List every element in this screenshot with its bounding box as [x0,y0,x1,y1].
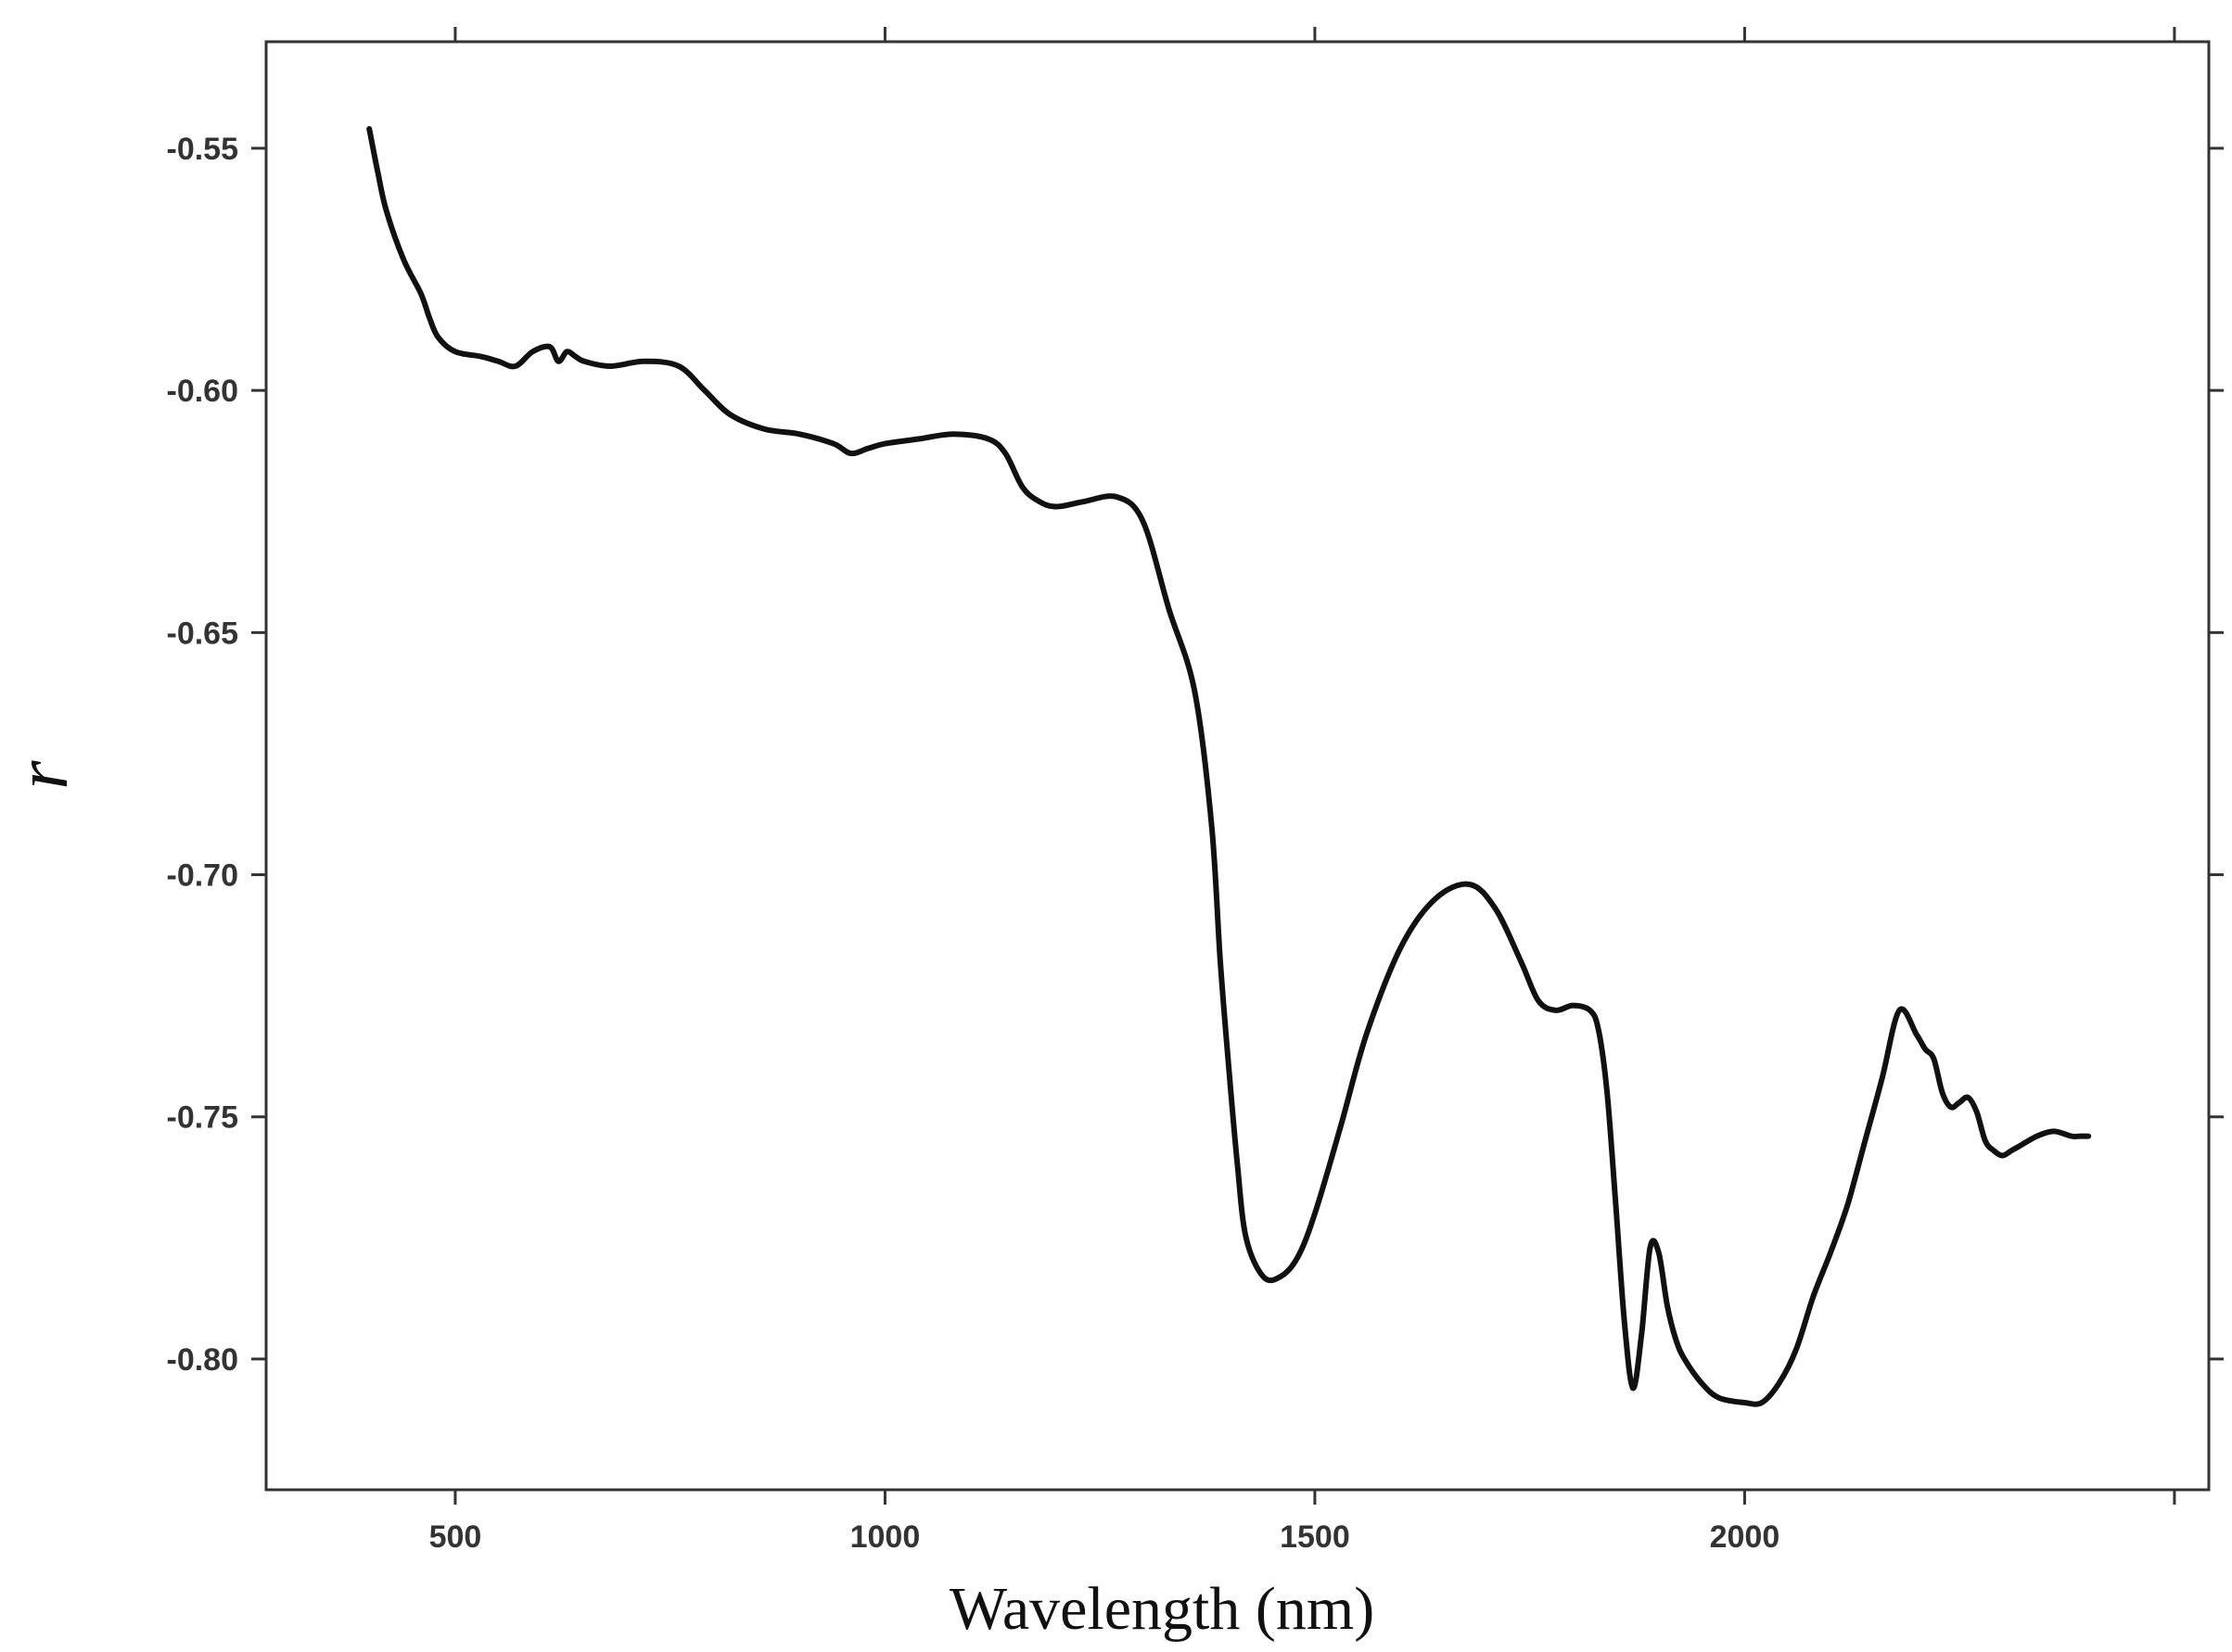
y-tick-label: -0.65 [167,616,239,651]
y-tick-label: -0.60 [167,374,239,409]
y-tick-label: -0.70 [167,858,239,894]
x-tick-label: 500 [429,1519,482,1555]
x-tick-label: 1000 [850,1519,921,1555]
x-axis: 500 1000 1500 2000 [429,27,2176,1555]
x-tick-label: 1500 [1280,1519,1350,1555]
correlation-line [366,126,2092,1407]
y-tick-label: -0.80 [167,1342,239,1378]
y-tick-label: -0.75 [167,1100,239,1136]
x-axis-title: Wavelength (nm) [950,1575,1374,1643]
plot-frame [264,40,2211,1492]
y-tick-label: -0.55 [167,132,239,167]
x-tick-label: 2000 [1710,1519,1780,1555]
y-axis: -0.55 -0.60 -0.65 -0.70 -0.75 -0.80 [167,132,2224,1378]
y-axis-title: r [2,760,83,790]
